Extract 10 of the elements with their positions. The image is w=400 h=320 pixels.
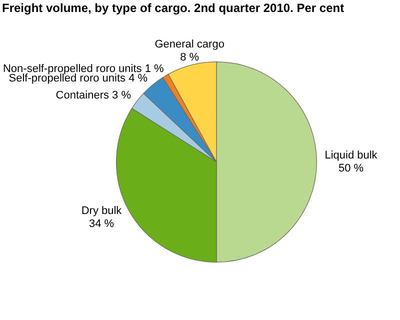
slice-label: Containers 3 %: [56, 90, 132, 102]
slice-label: General cargo: [154, 38, 224, 50]
slice-label: Self-propelled roro units 4 %: [8, 72, 148, 85]
slice-label: Dry bulk: [81, 204, 122, 217]
data-label: 8 %: [180, 51, 200, 64]
data-label: 34 %: [88, 218, 114, 230]
data-label: 50 %: [338, 162, 364, 175]
slice-label: Liquid bulk: [324, 150, 378, 162]
slice-label: Non-self-propelled roro units 1 %: [2, 62, 164, 75]
chart-title: Freight volume, by type of cargo. 2nd quarter 2010. Per cent: [2, 1, 344, 15]
